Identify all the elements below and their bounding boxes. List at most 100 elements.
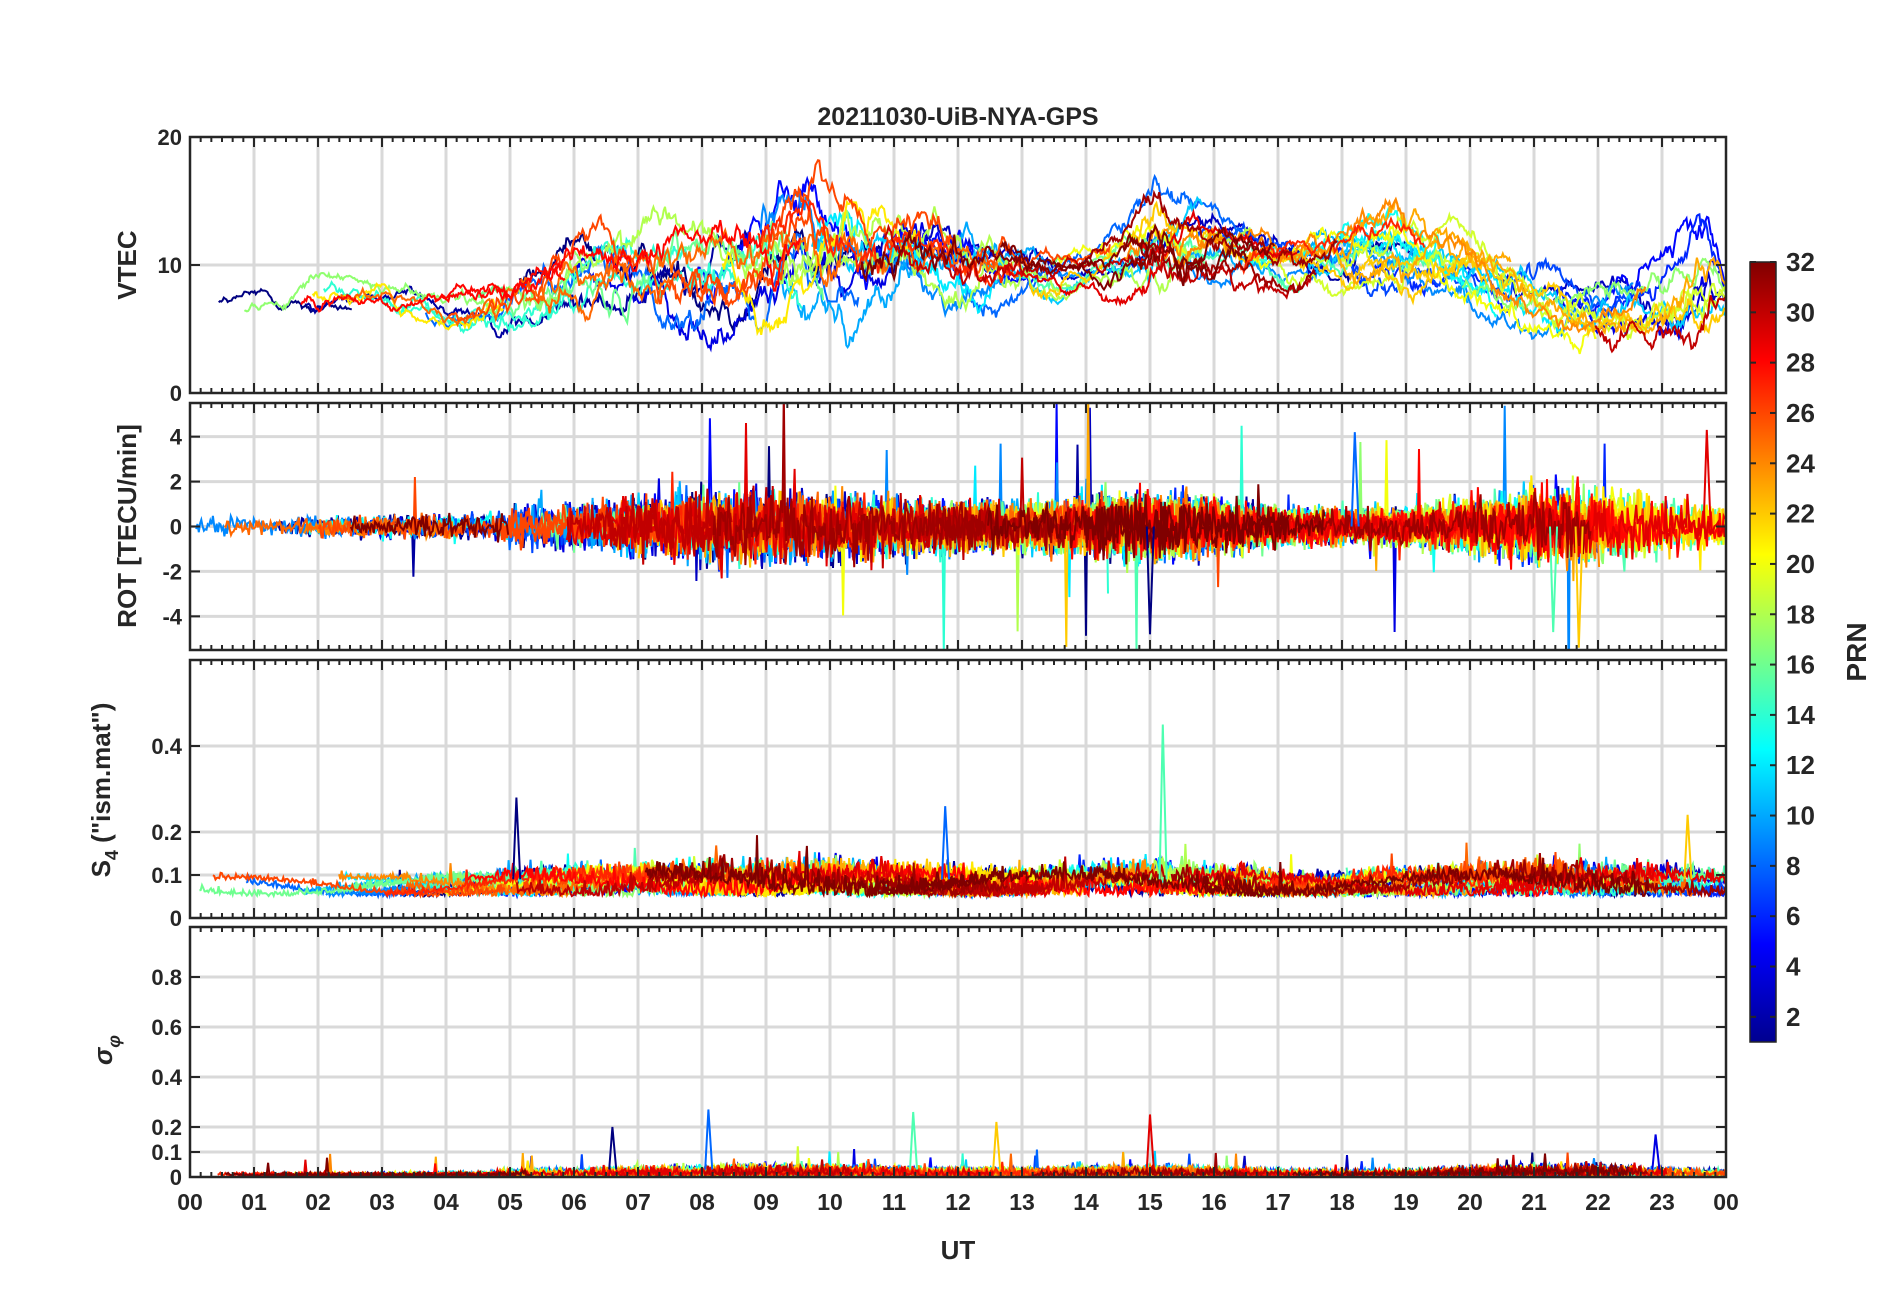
colorbar-tick-label: 14 (1786, 700, 1815, 730)
peak-event (1651, 1134, 1661, 1170)
trace-prn-21 (721, 199, 921, 337)
panel-4: 00.10.2 0.4 0.6 0.8 (151, 925, 1728, 1190)
trace-prn-6 (1552, 213, 1726, 322)
peak-event (1158, 724, 1168, 880)
x-tick-label: 00 (177, 1189, 203, 1215)
colorbar-tick-label: 28 (1786, 348, 1815, 378)
chart-title: 20211030-UiB-NYA-GPS (817, 103, 1098, 131)
panel-1: 0 10 20 (158, 125, 1728, 406)
colorbar-tick-label: 24 (1786, 448, 1815, 478)
trace-prn-32 (1292, 1153, 1630, 1177)
trace-prn-30 (613, 485, 1034, 569)
trace-prn-26 (500, 493, 685, 558)
x-tick-label: 13 (1009, 1189, 1035, 1215)
y-tick-label: 0.6 (151, 1015, 182, 1040)
peak-event (1683, 814, 1693, 880)
trace-prn-31 (935, 501, 1072, 551)
peak-event (1350, 432, 1360, 527)
trace-prn-7 (1416, 256, 1644, 317)
y-tick-label: 0.1 (151, 863, 182, 888)
ylabel-sigma-phi: σφ (88, 1035, 124, 1065)
x-tick-label: 21 (1521, 1189, 1547, 1215)
colorbar-tick-label: 4 (1786, 952, 1801, 982)
y-tick-label: 2 (170, 470, 182, 495)
peak-event (1145, 526, 1155, 635)
ylabel-s4-tail: ("ism.mat") (86, 703, 116, 850)
peak-event (992, 1121, 1002, 1170)
trace-prn-20 (1243, 222, 1597, 355)
colorbar (1749, 261, 1777, 1043)
trace-prn-31 (1032, 1152, 1247, 1177)
y-tick-label: 0.8 (151, 965, 182, 990)
x-tick-label: 15 (1137, 1189, 1163, 1215)
trace-prn-5 (1588, 215, 1726, 318)
trace-prn-31 (1492, 853, 1726, 898)
peak-event (512, 797, 522, 880)
colorbar-tick-label: 8 (1786, 851, 1800, 881)
peak-event (704, 1109, 714, 1170)
colorbar-tick-label: 22 (1786, 499, 1815, 529)
traces (195, 403, 1726, 650)
trace-prn-24 (1158, 196, 1647, 334)
peak-event (608, 1126, 618, 1170)
x-tick-label: 00 (1713, 1189, 1739, 1215)
trace-prn-28 (434, 219, 802, 303)
x-tick-label: 18 (1329, 1189, 1355, 1215)
peak-event (1702, 429, 1712, 527)
colorbar-tick-label: 10 (1786, 801, 1815, 831)
y-tick-label: 0 (170, 381, 182, 406)
x-tick-label: 19 (1393, 1189, 1419, 1215)
y-tick-label: 0 (170, 906, 182, 931)
panel-3: 0 0.1 0.2 0.4 (151, 658, 1728, 931)
trace-prn-32 (349, 512, 510, 543)
trace-prn-30 (883, 223, 1312, 300)
x-tick-label: 02 (305, 1189, 331, 1215)
trace-prn-19 (1277, 247, 1726, 340)
ylabel-s4: S4 ("ism.mat") (86, 703, 122, 878)
x-tick-label: 09 (753, 1189, 779, 1215)
x-tick-label: 17 (1265, 1189, 1291, 1215)
x-tick-label: 07 (625, 1189, 651, 1215)
peak-event (909, 1111, 919, 1170)
colorbar-tick-label: 12 (1786, 750, 1815, 780)
ylabel-sigma-main: σ (88, 1046, 118, 1065)
x-tick-label: 12 (945, 1189, 971, 1215)
ylabel-s4-sub: 4 (102, 850, 122, 860)
y-tick-label: 0 (170, 1165, 182, 1190)
y-tick-label: -2 (162, 559, 182, 584)
colorbar-tick-label: 32 (1786, 247, 1815, 277)
peak-event (1549, 526, 1559, 633)
trace-prn-25 (223, 512, 449, 540)
x-tick-label: 01 (241, 1189, 267, 1215)
y-tick-label: -4 (162, 604, 182, 629)
y-tick-label: 0 (170, 515, 182, 540)
ylabel-s4-main: S (86, 860, 116, 877)
trace-prn-22 (1028, 200, 1488, 302)
trace-prn-25 (524, 227, 1019, 305)
x-tick-label: 11 (882, 1189, 907, 1215)
y-tick-label: 0.4 (151, 1065, 182, 1090)
trace-prn-30 (515, 859, 724, 898)
colorbar-label: PRN (1841, 622, 1872, 681)
colorbar-tick-label: 30 (1786, 297, 1815, 327)
trace-prn-30 (703, 1159, 851, 1177)
x-tick-label: 03 (369, 1189, 395, 1215)
trace-prn-26 (668, 158, 1111, 305)
x-tick-label: 04 (433, 1189, 459, 1215)
x-tick-label: 23 (1649, 1189, 1675, 1215)
trace-prn-17 (244, 249, 590, 318)
x-tick-label: 10 (817, 1189, 843, 1215)
colorbar-tick-label: 26 (1786, 398, 1815, 428)
y-tick-label: 10 (158, 253, 182, 278)
traces (218, 158, 1726, 355)
y-tick-label: 0.1 (151, 1140, 182, 1165)
peak-event (941, 806, 951, 880)
x-tick-label: 20 (1457, 1189, 1483, 1215)
trace-prn-31 (1123, 236, 1317, 295)
trace-prn-22 (1367, 252, 1726, 339)
x-tick-label: 05 (497, 1189, 523, 1215)
trace-prn-17 (1461, 257, 1726, 312)
trace-prn-27 (757, 199, 1019, 288)
y-tick-label: 4 (170, 425, 183, 450)
